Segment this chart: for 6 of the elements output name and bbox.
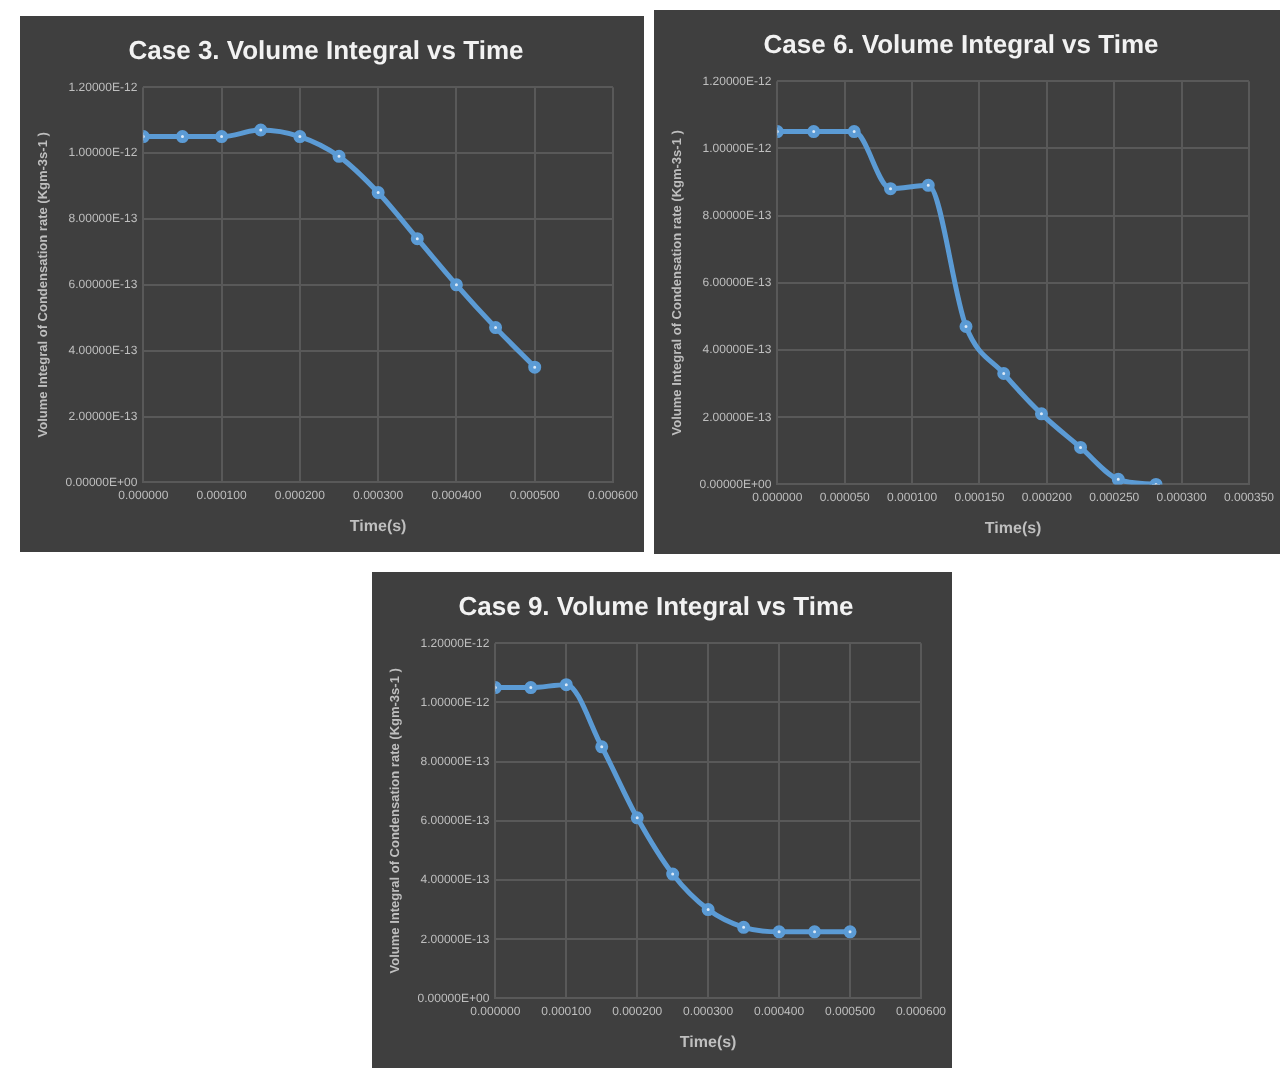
chart-title: Case 9. Volume Integral vs Time [458, 590, 854, 621]
x-axis-title: Time(s) [349, 516, 408, 535]
x-axis-title: Time(s) [984, 518, 1043, 537]
x-axis-title: Time(s) [679, 1032, 738, 1051]
chart-title: Case 6. Volume Integral vs Time [763, 28, 1159, 59]
chart-title: Case 3. Volume Integral vs Time [128, 34, 524, 65]
